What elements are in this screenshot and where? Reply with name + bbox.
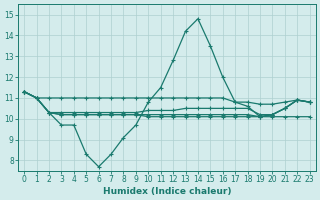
- X-axis label: Humidex (Indice chaleur): Humidex (Indice chaleur): [103, 187, 231, 196]
